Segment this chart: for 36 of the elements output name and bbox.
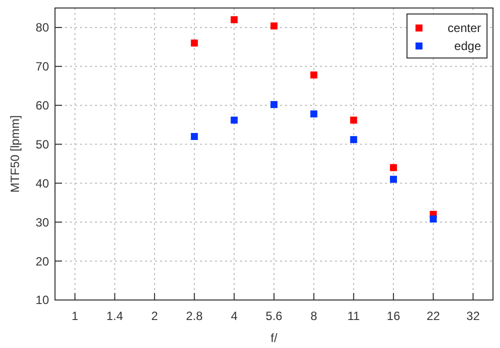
point <box>430 216 437 223</box>
x-tick-label: 16 <box>386 309 400 323</box>
x-tick-label: 11 <box>347 309 360 323</box>
point <box>270 22 278 30</box>
point <box>190 40 198 47</box>
x-tick-label: 2 <box>151 309 158 323</box>
y-tick-label: 40 <box>36 176 50 190</box>
point <box>230 116 238 124</box>
point <box>270 101 278 108</box>
point <box>350 116 358 124</box>
y-tick-label: 20 <box>36 254 50 268</box>
x-tick-label: 32 <box>466 309 480 323</box>
y-tick-label: 50 <box>36 137 50 152</box>
x-axis-title: f/ <box>270 331 278 345</box>
text: edge <box>454 39 482 54</box>
point <box>310 110 318 118</box>
point <box>390 164 397 172</box>
y-tick-label: 80 <box>36 20 50 35</box>
x-tick-label: 1 <box>72 309 79 323</box>
y-tick-label: 10 <box>36 293 50 308</box>
point <box>310 71 318 78</box>
y-tick-label: 70 <box>36 60 50 74</box>
point <box>350 136 358 144</box>
y-axis-title: MTF50 [lpmm] <box>8 115 22 193</box>
x-tick-label: 22 <box>426 309 440 323</box>
x-tick-label: 8 <box>310 309 318 323</box>
point <box>190 132 198 140</box>
x-tick-label: 4 <box>230 309 238 323</box>
y-tick-label: 60 <box>36 98 50 113</box>
point <box>230 16 238 24</box>
legend-label: center <box>448 21 481 36</box>
y-tick-label: 30 <box>36 215 50 230</box>
point <box>390 176 397 183</box>
x-tick-label: 1.4 <box>106 309 124 323</box>
x-tick-label: 5.6 <box>266 309 283 323</box>
x-tick-label: 2.8 <box>186 309 204 323</box>
